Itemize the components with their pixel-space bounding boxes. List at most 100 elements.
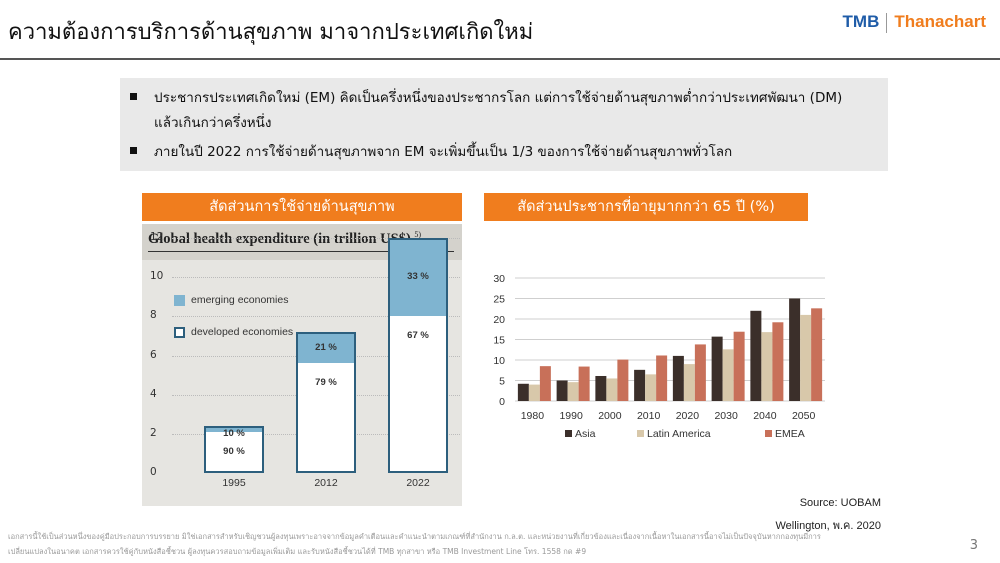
population-bar (634, 369, 646, 401)
legend-swatch (565, 430, 572, 437)
population-bar (606, 378, 618, 401)
grid-line (172, 277, 460, 279)
y-tick-label: 2 (150, 426, 157, 439)
population-bar (733, 331, 745, 401)
population-bar (789, 298, 801, 401)
source-line: Wellington, พ.ค. 2020 (775, 520, 881, 532)
y-tick-label: 20 (493, 314, 505, 326)
bullet-square-icon (130, 92, 137, 100)
expenditure-bar: 21 % 79 % (296, 332, 356, 473)
bullet-point: ภายในปี 2022 การใช้จ่ายด้านสุขภาพจาก EM … (130, 140, 732, 165)
x-category-label: 2050 (792, 410, 816, 422)
legend-swatch (637, 430, 644, 437)
bullet-point: ประชากรประเทศเกิดใหม่ (EM) คิดเป็นครึ่งห… (130, 86, 842, 136)
population-bar (567, 382, 579, 401)
legend-item: emerging economies (174, 294, 288, 306)
emerging-share-label: 21 % (315, 341, 337, 353)
population-bar (761, 332, 773, 401)
disclaimer-text: เปลี่ยนแปลงในอนาคต เอกสารควรใช้คู่กับหนั… (8, 547, 587, 556)
population-bar (800, 314, 812, 401)
legend-swatch (765, 430, 772, 437)
x-category-label: 1990 (559, 410, 583, 422)
x-category-label: 2022 (406, 477, 430, 489)
bullet-text-continued: แล้วเกินกว่าครึ่งหนึ่ง (154, 115, 272, 131)
emerging-segment (298, 334, 354, 363)
spending-panel-title: สัดส่วนการใช้จ่ายด้านสุขภาพ (142, 193, 462, 221)
population-bar (672, 355, 684, 401)
y-tick-label: 0 (150, 466, 157, 478)
logo-divider (886, 12, 888, 33)
legend-label: Asia (575, 428, 596, 440)
emerging-segment (206, 428, 262, 432)
population-bar (528, 384, 540, 401)
population-bar (645, 374, 657, 401)
x-category-label: 2040 (753, 410, 777, 422)
population-bar (578, 366, 590, 401)
legend-item: developed economies (174, 326, 293, 338)
logo-thanachart: Thanachart (894, 12, 986, 31)
aging-population-chart: 0 5 10 15 20 25 30 1980 1990 2000 2010 2020 2030 2040… (493, 273, 825, 440)
health-expenditure-chart: Global health expenditure (in trillion U… (142, 224, 462, 506)
y-tick-label: 6 (150, 348, 157, 361)
y-tick-label: 10 (150, 270, 164, 283)
title-underline (148, 251, 454, 252)
population-bar (711, 336, 723, 401)
bullet-text: ภายในปี 2022 การใช้จ่ายด้านสุขภาพจาก EM … (154, 144, 733, 160)
y-tick-label: 8 (150, 309, 157, 322)
y-tick-label: 4 (150, 387, 157, 400)
population-bar (539, 366, 551, 401)
population-bar (556, 380, 568, 401)
plot-area: emerging economies developed economies 0… (142, 231, 462, 506)
grid-line (172, 316, 460, 318)
expenditure-bar: 33 % 67 % (388, 238, 448, 473)
population-bar (595, 375, 607, 401)
x-category-label: 1980 (521, 410, 545, 422)
page-number: 3 (969, 538, 978, 553)
page-title: ความต้องการบริการด้านสุขภาพ มาจากประเทศเ… (8, 20, 534, 45)
legend-label: emerging economies (191, 294, 289, 306)
population-bar (722, 349, 734, 401)
population-bar (694, 344, 706, 401)
population-bar (656, 355, 668, 401)
population-bar (772, 322, 784, 401)
x-category-label: 2020 (676, 410, 700, 422)
key-points-box: ประชากรประเทศเกิดใหม่ (EM) คิดเป็นครึ่งห… (120, 78, 888, 171)
population-panel-title: สัดส่วนประชากรที่อายุมากกว่า 65 ปี (%) (484, 193, 808, 221)
developed-share-label: 90 % (223, 445, 245, 457)
emerging-share-label: 33 % (407, 271, 429, 282)
x-category-label: 2012 (314, 477, 338, 489)
disclaimer-text: เอกสารนี้ใช้เป็นส่วนหนึ่งของคู่มือประกอบ… (8, 532, 821, 541)
x-category-label: 2010 (637, 410, 661, 422)
logo-tmb: TMB (842, 12, 880, 31)
legend-label: EMEA (775, 428, 805, 440)
legend-label: Latin America (647, 428, 711, 440)
x-category-label: 2000 (598, 410, 622, 422)
legend-swatch-emerging (174, 294, 185, 306)
footnote-marker: 5) (414, 230, 422, 239)
x-category-label: 1995 (222, 477, 246, 489)
developed-share-label: 79 % (315, 377, 337, 388)
developed-share-label: 67 % (407, 330, 429, 341)
brand-logo: TMB Thanachart (843, 12, 986, 33)
header-rule (0, 58, 1000, 60)
population-bar (517, 383, 529, 401)
y-tick-label: 25 (493, 294, 505, 306)
bullet-text: ประชากรประเทศเกิดใหม่ (EM) คิดเป็นครึ่งห… (154, 90, 843, 106)
legend-swatch-developed (174, 326, 185, 338)
y-tick-label: 10 (493, 355, 505, 367)
emerging-segment (390, 240, 446, 316)
y-tick-label: 15 (493, 335, 505, 347)
source-line: Source: UOBAM (799, 497, 881, 509)
grid-line (172, 238, 460, 239)
population-bar (683, 364, 695, 401)
expenditure-bar: 10 % 90 % (204, 426, 264, 473)
legend-label: developed economies (191, 326, 294, 338)
x-category-label: 2030 (714, 410, 738, 422)
emerging-share-label: 10 % (223, 428, 245, 439)
y-tick-label: 30 (493, 273, 505, 285)
y-tick-label: 12 (150, 231, 164, 243)
y-tick-label: 5 (499, 376, 505, 388)
population-bar (811, 308, 823, 401)
bullet-square-icon (130, 146, 137, 154)
y-tick-label: 0 (499, 396, 505, 408)
